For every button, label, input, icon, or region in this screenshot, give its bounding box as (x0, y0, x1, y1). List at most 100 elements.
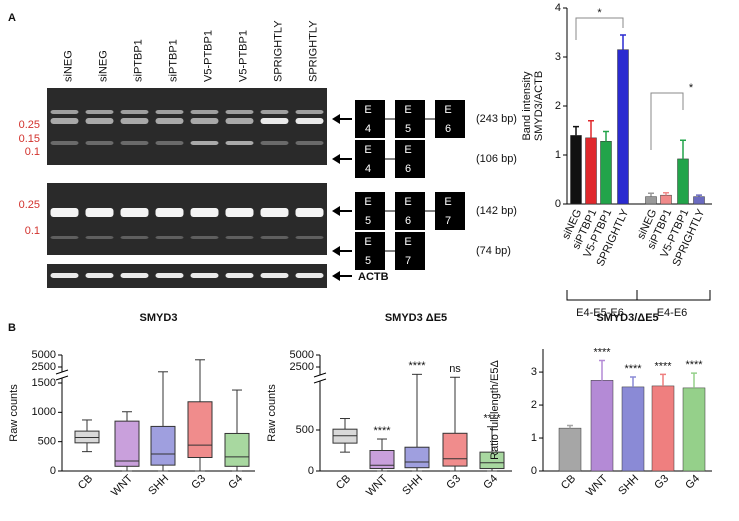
exon-label: E (364, 144, 371, 156)
band (225, 236, 254, 239)
band (85, 208, 114, 217)
error-bar (588, 119, 594, 138)
chart-title: SMYD3 (140, 312, 178, 324)
exon-label: E (364, 196, 371, 208)
size-marker: 0.25 (19, 199, 40, 211)
bar (677, 158, 689, 205)
group-bracket (566, 290, 711, 301)
exon (395, 140, 425, 178)
y-tick-label: 2500 (290, 361, 314, 373)
significance: **** (483, 413, 501, 425)
exon-label: E (404, 236, 411, 248)
arrow-head (332, 114, 340, 124)
band (120, 118, 149, 124)
y-tick-label: 3 (555, 51, 561, 63)
y-tick-label: 2 (555, 100, 561, 112)
x-tick-label: SHH (146, 473, 171, 498)
exon-label: 7 (405, 255, 411, 267)
y-tick-label: 1 (555, 149, 561, 161)
band (155, 118, 184, 124)
product-size: (106 bp) (476, 153, 517, 165)
arrow-head (332, 206, 340, 216)
size-marker: 0.25 (19, 119, 40, 131)
x-tick-label: G3 (189, 473, 208, 492)
band (85, 110, 114, 114)
band (155, 208, 184, 217)
band (295, 236, 324, 239)
error-bar (603, 130, 609, 142)
size-marker: 0.15 (19, 133, 40, 145)
band (295, 208, 324, 217)
band (120, 236, 149, 239)
bar (682, 387, 706, 472)
y-axis-label: Ratio full length/E5Δ (489, 360, 501, 460)
band (260, 110, 289, 114)
significance: **** (373, 425, 391, 437)
group-label: E4-E6 (657, 307, 688, 319)
lane-label: siNEG (97, 50, 109, 82)
y-axis-label: Raw counts (266, 384, 278, 442)
band (225, 118, 254, 124)
bar (558, 427, 582, 472)
band (190, 273, 219, 278)
exon-label: 4 (365, 123, 371, 135)
loading-control: ACTB (358, 271, 389, 283)
x-tick-label: SHH (400, 473, 425, 498)
significance: **** (408, 360, 426, 372)
band (155, 236, 184, 239)
error-bar (660, 373, 666, 386)
band (50, 110, 79, 114)
bar (570, 135, 582, 205)
band (85, 273, 114, 278)
x-tick-label: G3 (652, 473, 671, 492)
x-tick-label: CB (334, 473, 353, 492)
band (260, 236, 289, 239)
bracket (650, 92, 684, 150)
band (295, 118, 324, 124)
axis-break-mark (55, 375, 69, 381)
box (442, 432, 468, 467)
band (50, 236, 79, 239)
band (225, 273, 254, 278)
lane-label: V5-PTBP1 (237, 30, 249, 82)
exon (355, 100, 385, 138)
exon (355, 232, 385, 270)
x-tick-label: G4 (481, 473, 500, 492)
box (224, 432, 250, 467)
bar (600, 141, 612, 205)
box (150, 425, 176, 466)
band (50, 273, 79, 278)
y-tick-label: 1 (531, 432, 537, 444)
exon-label: 7 (445, 215, 451, 227)
exon-label: 6 (405, 163, 411, 175)
panel-label: B (8, 322, 16, 334)
band (225, 141, 254, 145)
exon-label: 5 (405, 123, 411, 135)
error-bar (620, 34, 626, 50)
group-label: E4-E5-E6 (576, 307, 624, 319)
y-tick-label: 5000 (32, 349, 56, 361)
y-axis-label: Raw counts (8, 384, 20, 442)
exon (435, 100, 465, 138)
panel-label: A (8, 12, 16, 24)
band (295, 110, 324, 114)
lane-label: V5-PTBP1 (202, 30, 214, 82)
band (120, 208, 149, 217)
y-tick-label: 3 (531, 366, 537, 378)
x-tick-label: WNT (109, 472, 135, 498)
y-tick-label: 0 (555, 198, 561, 210)
axis-break (314, 375, 326, 381)
x-tick-label: CB (76, 473, 95, 492)
error-bar (680, 139, 686, 159)
x-tick-label: G4 (226, 473, 245, 492)
exon (355, 140, 385, 178)
y-tick-label: 500 (38, 436, 56, 448)
lane-label: siPTBP1 (167, 39, 179, 82)
product-size: (74 bp) (476, 245, 511, 257)
band (85, 141, 114, 145)
arrow-head (332, 271, 340, 281)
band (190, 118, 219, 124)
error-bar (691, 372, 697, 388)
box (114, 420, 140, 467)
